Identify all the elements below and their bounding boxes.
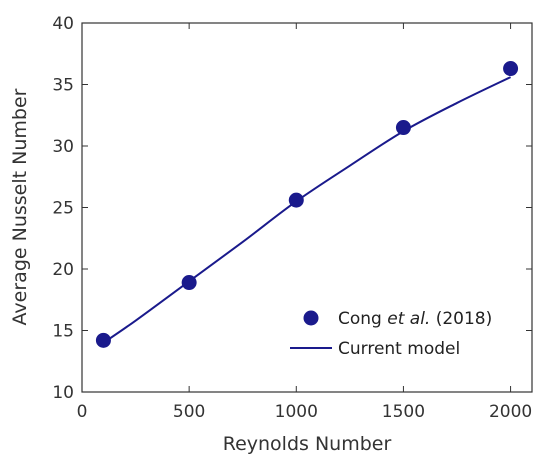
y-tick-label: 20 xyxy=(52,260,74,280)
legend: Cong et al. (2018) Current model xyxy=(290,309,492,359)
y-tick-label: 30 xyxy=(52,137,74,157)
series-layer xyxy=(95,61,519,348)
y-tick-label: 25 xyxy=(52,199,74,219)
legend-label-cong-pre: Cong xyxy=(338,309,387,329)
data-point-cong xyxy=(95,332,111,348)
y-tick-labels: 10 15 20 25 30 35 40 xyxy=(52,14,74,403)
legend-label-current-model: Current model xyxy=(338,339,460,359)
x-tick-labels: 0 500 1000 1500 2000 xyxy=(77,402,533,422)
axis-ticks xyxy=(81,22,532,393)
series-line-current-model xyxy=(102,76,512,344)
x-tick-label: 1000 xyxy=(275,402,318,422)
y-tick-label: 40 xyxy=(52,14,74,34)
legend-marker-cong xyxy=(303,310,319,326)
y-axis-title: Average Nusselt Number xyxy=(9,88,31,325)
data-point-cong xyxy=(288,192,304,208)
x-tick-label: 0 xyxy=(77,402,88,422)
data-point-cong xyxy=(181,275,197,291)
plot-frame xyxy=(81,22,533,393)
x-tick-label: 500 xyxy=(173,402,205,422)
x-axis-title: Reynolds Number xyxy=(223,433,392,455)
y-tick-label: 15 xyxy=(52,322,74,342)
y-tick-label: 35 xyxy=(52,76,74,96)
legend-label-cong: Cong et al. (2018) xyxy=(338,309,492,329)
data-point-cong xyxy=(395,120,411,136)
data-point-cong xyxy=(503,61,519,77)
y-tick-label: 10 xyxy=(52,383,74,403)
legend-label-cong-italic: et al. xyxy=(387,309,430,329)
legend-label-cong-post: (2018) xyxy=(430,309,492,329)
x-tick-label: 2000 xyxy=(489,402,532,422)
x-tick-label: 1500 xyxy=(382,402,425,422)
